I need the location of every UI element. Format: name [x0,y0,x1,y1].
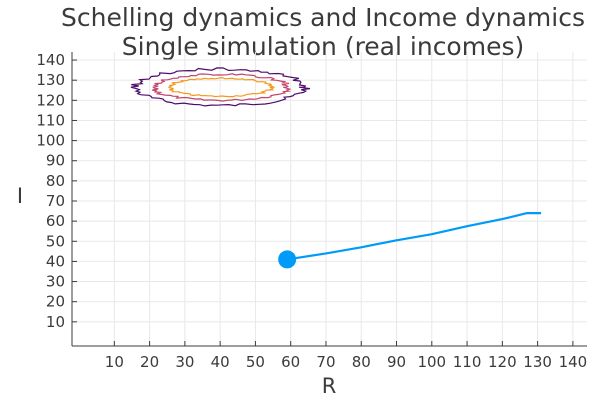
x-tick-label: 20 [140,353,159,371]
y-tick-label: 60 [46,212,65,230]
x-tick-label: 140 [559,353,588,371]
x-tick-label: 10 [105,353,124,371]
x-tick-label: 60 [281,353,300,371]
x-tick-label: 30 [175,353,194,371]
y-tick-label: 120 [36,91,65,109]
x-tick-label: 80 [352,353,371,371]
y-tick-label: 10 [46,313,65,331]
y-tick-label: 90 [46,152,65,170]
y-tick-label: 30 [46,273,65,291]
chart-title-line-2: Single simulation (real incomes) [122,32,525,61]
y-tick-label: 80 [46,172,65,190]
y-tick-label: 50 [46,232,65,250]
y-tick-label: 100 [36,132,65,150]
contour-mid [152,73,292,102]
x-tick-label: 90 [387,353,406,371]
x-tick-label: 40 [211,353,230,371]
y-tick-label: 140 [36,51,65,69]
x-tick-label: 70 [316,353,335,371]
axes [71,52,587,347]
trajectory-line [287,212,542,261]
x-axis-label: R [322,374,337,398]
x-tick-label: 50 [246,353,265,371]
x-tick-label: 110 [453,353,482,371]
x-tick-label: 130 [523,353,552,371]
x-tick-label: 100 [417,353,446,371]
trajectory-start-marker [278,250,297,269]
contour-outer [130,67,311,107]
tick-labels: 10 20 30 40 50 60 70 80 90 100 110 120 130 140 10 20 30 4… [36,51,587,371]
chart-title-line-1: Schelling dynamics and Income dynamics [61,3,585,32]
trajectory [278,212,542,269]
y-tick-label: 110 [36,111,65,129]
x-tick-label: 120 [488,353,517,371]
y-tick-label: 40 [46,252,65,270]
contour-plot [130,67,311,107]
grid [72,52,587,346]
contour-inner [167,76,275,98]
y-axis-label: I [17,184,23,208]
y-tick-label: 70 [46,192,65,210]
y-tick-label: 130 [36,71,65,89]
y-tick-label: 20 [46,293,65,311]
